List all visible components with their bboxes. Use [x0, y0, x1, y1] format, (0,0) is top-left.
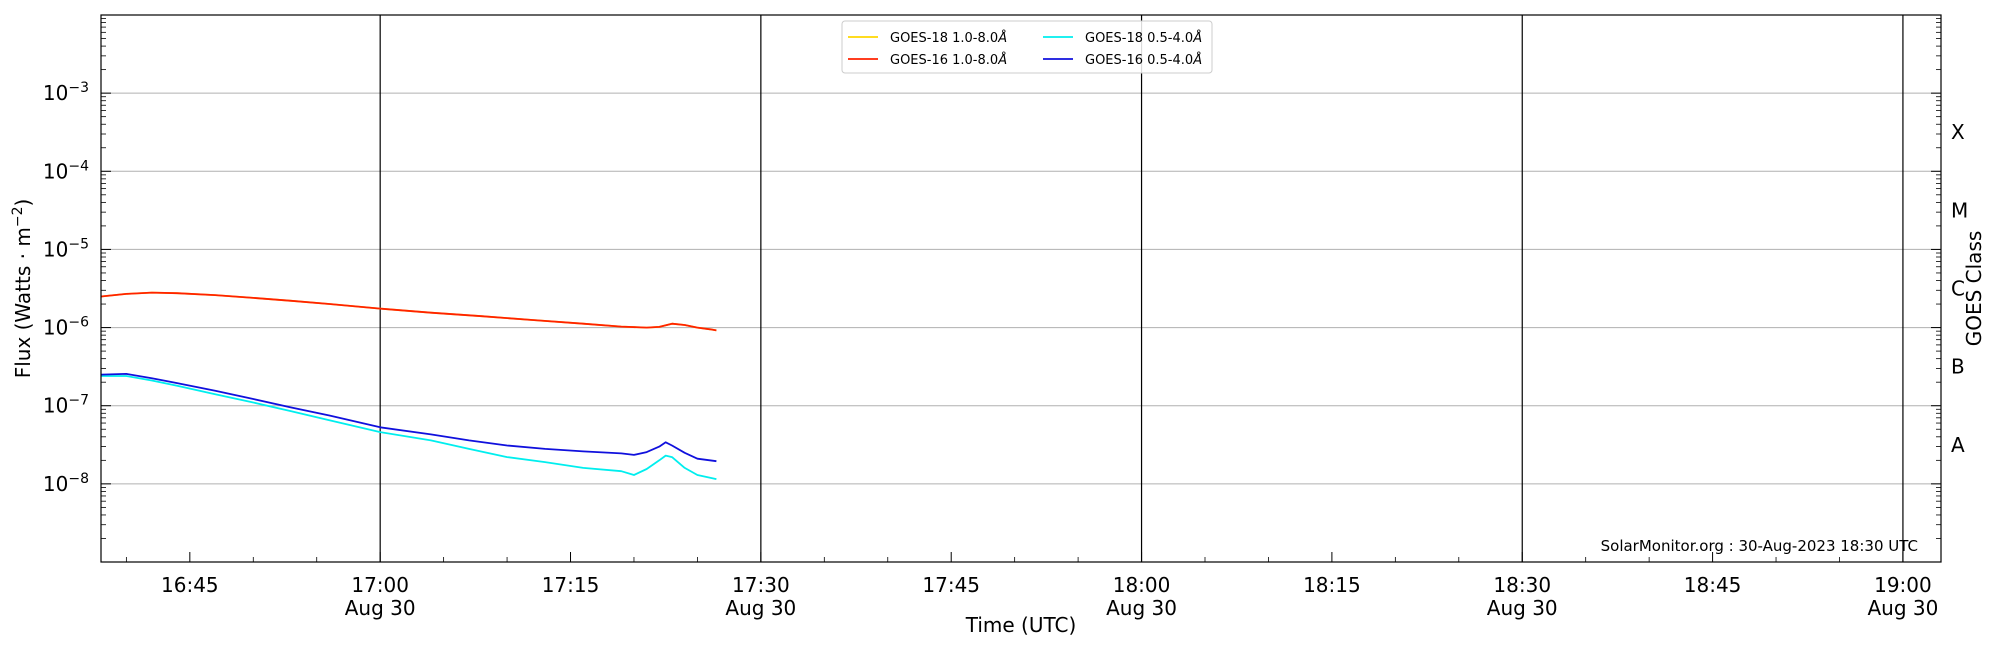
legend-entry-unit: Å: [1192, 52, 1202, 68]
x-tick-label: 17:00: [351, 573, 409, 597]
legend-entry: GOES-18 1.0-8.0Å: [890, 30, 1007, 46]
y-axis-title-end: ): [11, 199, 35, 207]
goes-class-axis-title: GOES Class: [1962, 231, 1986, 347]
y-tick-exponent: −3: [68, 80, 89, 96]
y-tick-exponent: −7: [68, 393, 89, 409]
x-tick-label: 18:30: [1493, 573, 1551, 597]
y-tick-base: 10: [43, 394, 68, 418]
axis-ticks: [101, 18, 1941, 562]
series-lines: [100, 291, 717, 480]
legend-entry-name: GOES-18 0.5-4.0: [1085, 31, 1193, 46]
y-tick-base: 10: [43, 316, 68, 340]
legend-entry-unit: Å: [997, 52, 1007, 68]
goes-class-label: M: [1951, 198, 1968, 222]
legend-entry: GOES-18 0.5-4.0Å: [1085, 30, 1202, 46]
legend-entry-name: GOES-16 1.0-8.0: [890, 53, 998, 68]
x-tick-date-label: Aug 30: [1106, 596, 1177, 620]
y-axis-title-exponent: −2: [10, 207, 26, 228]
x-tick-date-label: Aug 30: [725, 596, 796, 620]
x-tick-label: 18:15: [1303, 573, 1361, 597]
legend-entry: GOES-16 0.5-4.0Å: [1085, 52, 1202, 68]
y-tick-base: 10: [43, 81, 68, 105]
series-line: [100, 373, 717, 463]
y-tick-base: 10: [43, 472, 68, 496]
goes-class-label: A: [1951, 433, 1965, 457]
y-tick-label: 10−3: [43, 80, 89, 105]
goes-class-label: X: [1951, 120, 1965, 144]
x-tick-date-label: Aug 30: [1487, 596, 1558, 620]
x-tick-label: 18:45: [1684, 573, 1742, 597]
credit-text: SolarMonitor.org : 30-Aug-2023 18:30 UTC: [1601, 537, 1918, 555]
x-tick-date-label: Aug 30: [1868, 596, 1939, 620]
y-tick-base: 10: [43, 237, 68, 261]
y-tick-exponent: −4: [68, 158, 89, 174]
goes-class-label: B: [1951, 355, 1965, 379]
y-tick-label: 10−6: [43, 315, 89, 340]
x-tick-date-label: Aug 30: [345, 596, 416, 620]
y-tick-label: 10−8: [43, 471, 89, 496]
x-axis-title: Time (UTC): [965, 613, 1077, 637]
y-tick-label: 10−5: [43, 236, 89, 261]
legend-entry-unit: Å: [1192, 30, 1202, 46]
goes-class-label: C: [1951, 277, 1965, 301]
goes-class-labels: X M C B A: [1951, 120, 1968, 457]
x-tick-label: 18:00: [1113, 573, 1171, 597]
y-tick-label: 10−4: [43, 158, 89, 183]
series-line: [100, 291, 717, 332]
y-tick-base: 10: [43, 159, 68, 183]
y-axis-title: Flux (Watts · m−2): [10, 199, 35, 379]
x-tick-label: 16:45: [161, 573, 219, 597]
y-tick-label: 10−7: [43, 393, 89, 418]
legend-box: [841, 20, 1213, 74]
x-tick-label: 17:15: [542, 573, 600, 597]
legend-entry-name: GOES-16 0.5-4.0: [1085, 53, 1193, 68]
x-tick-label: 17:45: [922, 573, 980, 597]
y-tick-labels: 10−310−410−510−610−710−8: [43, 80, 89, 496]
legend-entry-unit: Å: [997, 30, 1007, 46]
y-tick-exponent: −8: [68, 471, 89, 487]
legend-entry: GOES-16 1.0-8.0Å: [890, 52, 1007, 68]
legend-entry-name: GOES-18 1.0-8.0: [890, 31, 998, 46]
y-tick-exponent: −6: [68, 315, 89, 331]
grid-lines: [101, 92, 1941, 485]
x-tick-label: 17:30: [732, 573, 790, 597]
plot-frame: [100, 14, 1942, 563]
y-axis-title-main: Flux (Watts · m: [11, 227, 35, 378]
x-tick-label: 19:00: [1874, 573, 1932, 597]
series-line: [101, 375, 717, 480]
vertical-day-lines: [379, 15, 1904, 562]
y-tick-exponent: −5: [68, 236, 89, 252]
